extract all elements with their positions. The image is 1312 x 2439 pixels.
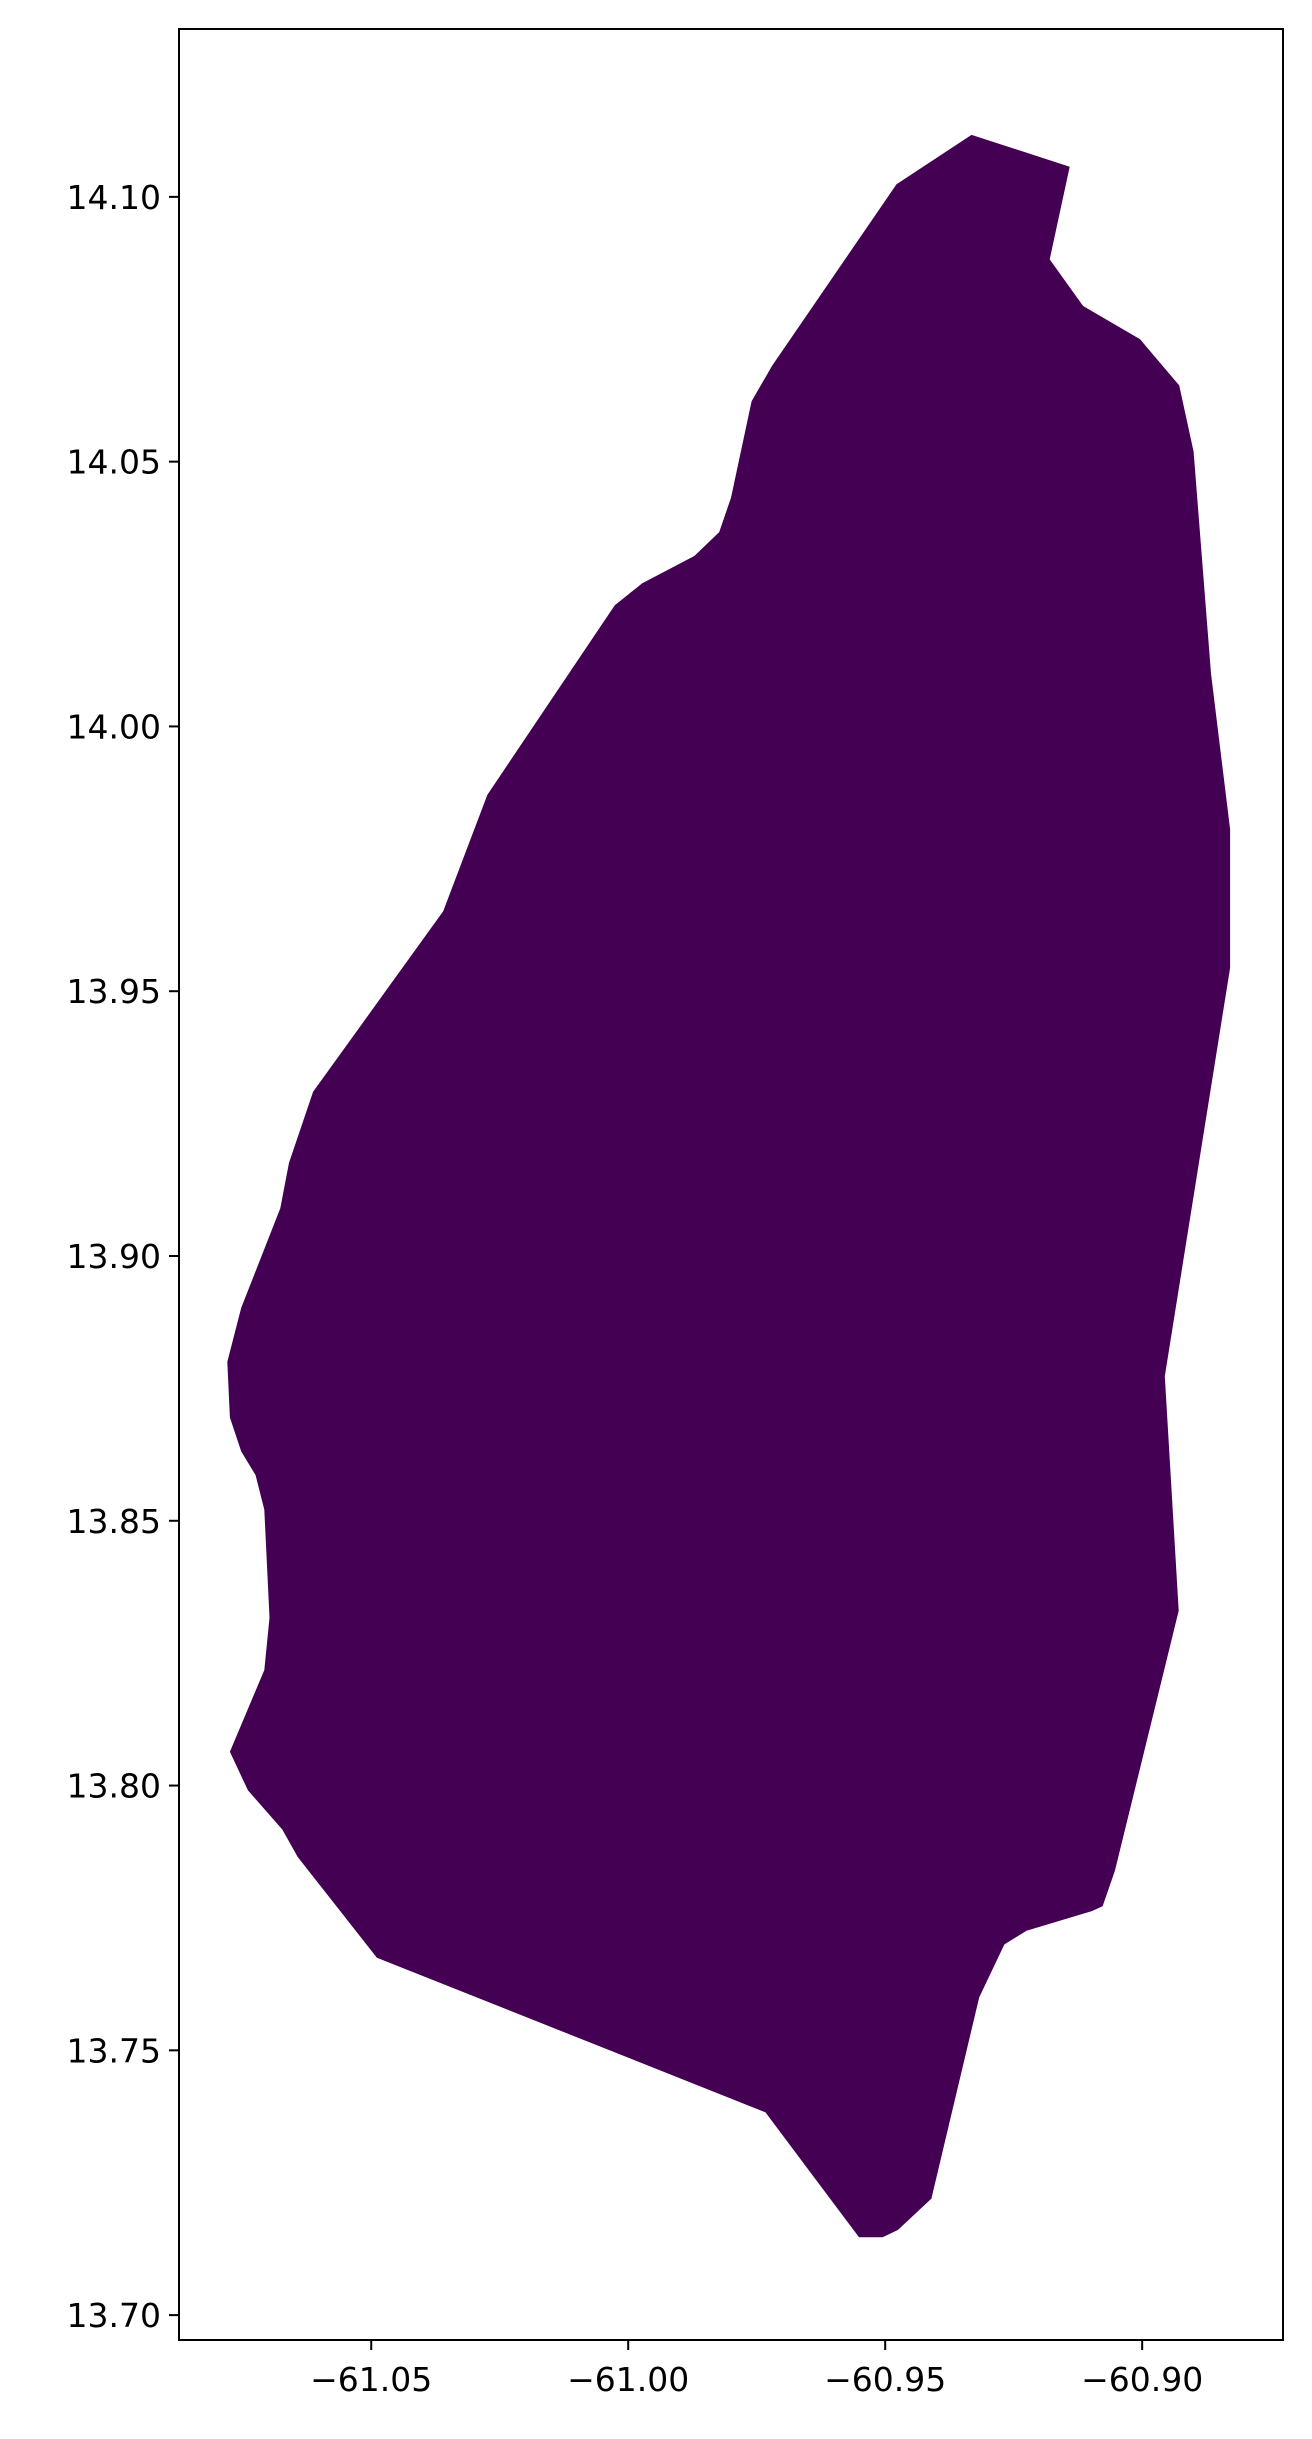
map-polygons — [227, 134, 1231, 2238]
x-tick-label: −60.90 — [1081, 2360, 1203, 2399]
x-tick-label: −61.00 — [567, 2360, 689, 2399]
country-polygon — [227, 134, 1231, 2238]
x-axis: −61.05 −61.00 −60.95 −60.90 — [310, 2340, 1203, 2399]
y-tick-label: 13.85 — [67, 1502, 161, 1541]
y-tick-label: 14.05 — [67, 443, 161, 482]
x-tick-label: −61.05 — [310, 2360, 432, 2399]
plot-frame — [178, 28, 1284, 2341]
y-tick-label: 13.75 — [67, 2031, 161, 2070]
x-tick-label: −60.95 — [824, 2360, 946, 2399]
y-axis: 13.70 13.75 13.80 13.85 13.90 13.95 14.00 14.05… — [67, 178, 179, 2335]
y-tick-label: 14.00 — [67, 707, 161, 746]
y-tick-label: 13.95 — [67, 972, 161, 1011]
y-tick-label: 13.80 — [67, 1767, 161, 1806]
y-tick-label: 13.90 — [67, 1237, 161, 1276]
y-tick-label: 13.70 — [67, 2296, 161, 2335]
y-tick-label: 14.10 — [67, 178, 161, 217]
